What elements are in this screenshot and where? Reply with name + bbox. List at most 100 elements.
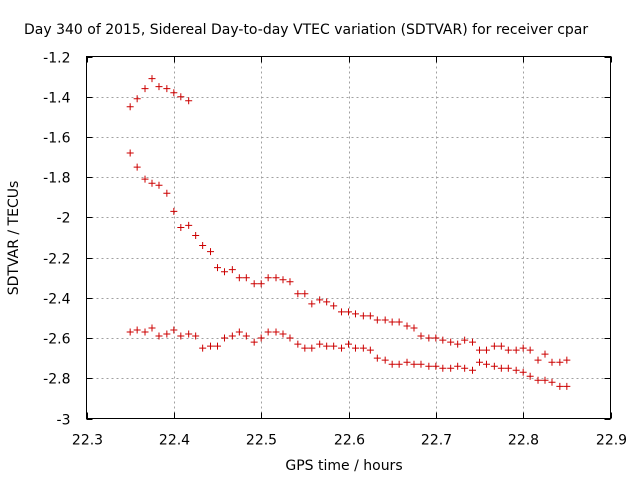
data-point	[199, 242, 207, 250]
data-point	[548, 358, 556, 366]
data-point	[403, 358, 411, 366]
data-point	[294, 290, 302, 298]
data-point	[373, 354, 381, 362]
data-point	[177, 332, 185, 340]
y-tick-label: -2.4	[43, 292, 70, 308]
series-lower-arc	[126, 324, 571, 390]
data-point	[133, 95, 141, 103]
data-point	[563, 356, 571, 364]
y-tick-label: -2.8	[43, 372, 70, 388]
data-point	[207, 342, 215, 350]
data-point	[133, 326, 141, 334]
data-point	[126, 149, 134, 157]
data-point	[250, 280, 258, 288]
plot-frame	[86, 56, 611, 419]
data-point	[242, 332, 250, 340]
data-point	[461, 336, 469, 344]
data-point	[220, 334, 228, 342]
data-point	[512, 346, 520, 354]
x-tick-label: 22.8	[508, 433, 539, 449]
data-point	[563, 382, 571, 390]
x-axis-label: GPS time / hours	[285, 458, 402, 474]
y-tick-label: -3	[57, 413, 71, 429]
data-point	[141, 328, 149, 336]
data-point	[425, 334, 433, 342]
data-point	[235, 274, 243, 282]
y-tick-label: -2.2	[43, 252, 70, 268]
data-point	[410, 324, 418, 332]
x-tick-label: 22.5	[246, 433, 277, 449]
data-point	[185, 97, 193, 105]
data-point	[526, 346, 534, 354]
axis-ticks	[86, 56, 612, 420]
y-tick-label: -1.6	[43, 131, 70, 147]
data-point	[504, 364, 512, 372]
data-point	[279, 276, 287, 284]
x-tick-label: 22.7	[421, 433, 452, 449]
data-point	[497, 342, 505, 350]
data-point	[359, 344, 367, 352]
data-point	[155, 332, 163, 340]
data-point	[526, 372, 534, 380]
data-point	[272, 328, 280, 336]
data-point	[425, 362, 433, 370]
data-point	[403, 322, 411, 330]
data-point	[519, 368, 527, 376]
data-point	[301, 290, 309, 298]
data-point	[192, 231, 200, 239]
data-point	[163, 85, 171, 93]
data-point	[556, 358, 564, 366]
data-point	[519, 344, 527, 352]
y-axis-label: SDTVAR / TECUs	[6, 181, 22, 296]
data-point	[490, 342, 498, 350]
data-point	[264, 274, 272, 282]
data-point	[301, 344, 309, 352]
data-point	[548, 378, 556, 386]
data-point	[185, 330, 193, 338]
data-point	[541, 376, 549, 384]
data-point	[351, 310, 359, 318]
data-point	[126, 103, 134, 111]
data-point	[534, 356, 542, 364]
data-point	[447, 364, 455, 372]
data-point	[432, 334, 440, 342]
data-point	[323, 298, 331, 306]
data-point	[148, 324, 156, 332]
data-point	[163, 189, 171, 197]
data-point	[228, 266, 236, 274]
data-point	[541, 350, 549, 358]
data-point	[556, 382, 564, 390]
data-point	[155, 83, 163, 91]
data-point	[366, 346, 374, 354]
data-point	[257, 280, 265, 288]
data-point	[469, 366, 477, 374]
data-point	[170, 326, 178, 334]
data-point	[351, 344, 359, 352]
data-point	[497, 364, 505, 372]
data-point	[490, 362, 498, 370]
data-point	[308, 344, 316, 352]
data-point	[264, 328, 272, 336]
y-tick-label: -1.8	[43, 171, 70, 187]
data-point	[534, 376, 542, 384]
data-point	[330, 302, 338, 310]
data-point	[133, 163, 141, 171]
data-point	[454, 340, 462, 348]
data-point	[476, 358, 483, 366]
data-point	[316, 340, 324, 348]
chart-title: Day 340 of 2015, Sidereal Day-to-day VTE…	[24, 22, 588, 38]
data-point	[482, 346, 490, 354]
data-point	[214, 264, 221, 272]
data-point	[294, 340, 302, 348]
data-point	[228, 332, 236, 340]
data-point	[170, 89, 178, 97]
data-point	[177, 93, 185, 101]
data-point	[381, 316, 389, 324]
data-point	[323, 342, 331, 350]
grid-lines	[86, 56, 611, 419]
data-point	[338, 344, 346, 352]
data-point	[395, 318, 403, 326]
data-point	[476, 346, 483, 354]
x-tick-label: 22.4	[159, 433, 190, 449]
